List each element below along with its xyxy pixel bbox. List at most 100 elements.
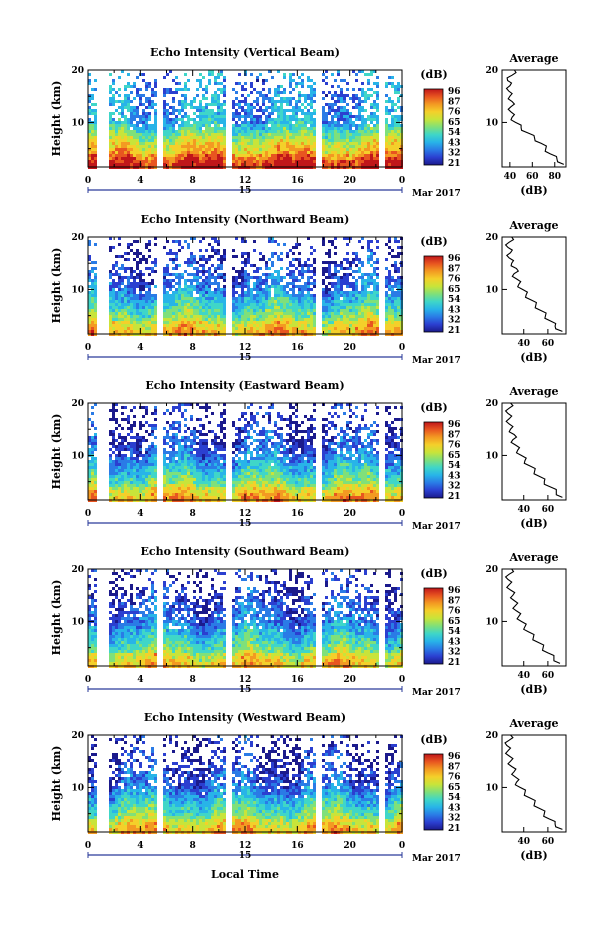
heatmap-cell: [91, 327, 94, 330]
heatmap-cell: [325, 76, 328, 79]
heatmap-cell: [151, 469, 154, 472]
heatmap-cell: [340, 276, 343, 279]
heatmap-cell: [136, 139, 139, 142]
heatmap-cell: [256, 330, 259, 333]
heatmap-cell: [247, 127, 250, 130]
panel-title: Echo Intensity (Eastward Beam): [145, 379, 344, 392]
heatmap-cell: [397, 285, 400, 288]
heatmap-cell: [136, 439, 139, 442]
heatmap-cell: [250, 145, 253, 148]
heatmap-cell: [289, 160, 292, 163]
heatmap-cell: [124, 97, 127, 100]
heatmap-cell: [181, 109, 184, 112]
heatmap-cell: [202, 124, 205, 127]
heatmap-cell: [292, 324, 295, 327]
heatmap-cell: [235, 160, 238, 163]
heatmap-cell: [304, 294, 307, 297]
heatmap-cell: [223, 312, 226, 315]
heatmap-cell: [361, 115, 364, 118]
heatmap-cell: [145, 136, 148, 139]
heatmap-cell: [340, 100, 343, 103]
heatmap-cell: [115, 130, 118, 133]
heatmap-cell: [205, 249, 208, 252]
heatmap-cell: [166, 103, 169, 106]
heatmap-cell: [136, 261, 139, 264]
heatmap-cell: [373, 273, 376, 276]
heatmap-cell: [259, 267, 262, 270]
heatmap-cell: [127, 142, 130, 145]
heatmap-cell: [115, 463, 118, 466]
heatmap-cell: [286, 109, 289, 112]
heatmap-cell: [391, 121, 394, 124]
heatmap-cell: [124, 291, 127, 294]
heatmap-cell: [310, 118, 313, 121]
heatmap-cell: [217, 124, 220, 127]
heatmap-cell: [325, 148, 328, 151]
heatmap-cell: [367, 324, 370, 327]
heatmap-cell: [394, 306, 397, 309]
heatmap-cell: [118, 288, 121, 291]
heatmap-cell: [349, 136, 352, 139]
heatmap-cell: [367, 246, 370, 249]
heatmap-cell: [193, 106, 196, 109]
heatmap-cell: [196, 309, 199, 312]
heatmap-cell: [352, 136, 355, 139]
heatmap-cell: [205, 285, 208, 288]
heatmap-cell: [109, 139, 112, 142]
heatmap-cell: [376, 246, 379, 249]
heatmap-cell: [244, 261, 247, 264]
heatmap-cell: [334, 261, 337, 264]
heatmap-cell: [91, 88, 94, 91]
heatmap-cell: [376, 136, 379, 139]
heatmap-cell: [334, 237, 337, 240]
heatmap-cell: [289, 264, 292, 267]
heatmap-cell: [91, 490, 94, 493]
heatmap-cell: [337, 264, 340, 267]
heatmap-cell: [130, 273, 133, 276]
heatmap-cell: [184, 133, 187, 136]
heatmap-cell: [169, 106, 172, 109]
heatmap-cell: [265, 139, 268, 142]
heatmap-cell: [391, 300, 394, 303]
heatmap-cell: [181, 130, 184, 133]
heatmap-cell: [388, 252, 391, 255]
heatmap-cell: [259, 303, 262, 306]
heatmap-cell: [298, 148, 301, 151]
heatmap-cell: [187, 79, 190, 82]
heatmap-cell: [349, 160, 352, 163]
heatmap-cell: [112, 297, 115, 300]
heatmap-cell: [259, 282, 262, 285]
heatmap-cell: [133, 85, 136, 88]
heatmap-cell: [376, 82, 379, 85]
average-x-axis-label: (dB): [520, 184, 547, 197]
heatmap-cell: [397, 303, 400, 306]
heatmap-cell: [277, 100, 280, 103]
heatmap-cell: [352, 151, 355, 154]
heatmap-cell: [151, 145, 154, 148]
heatmap-cell: [145, 282, 148, 285]
heatmap-cell: [211, 282, 214, 285]
heatmap-cell: [88, 163, 91, 166]
heatmap-cell: [232, 115, 235, 118]
heatmap-cell: [151, 94, 154, 97]
heatmap-cell: [370, 300, 373, 303]
heatmap-cell: [145, 154, 148, 157]
heatmap-cell: [136, 312, 139, 315]
heatmap-cell: [289, 157, 292, 160]
heatmap-cell: [124, 312, 127, 315]
heatmap-cell: [139, 154, 142, 157]
heatmap-cell: [241, 288, 244, 291]
heatmap-cell: [118, 484, 121, 487]
heatmap-cell: [133, 445, 136, 448]
heatmap-cell: [325, 160, 328, 163]
heatmap-cell: [235, 270, 238, 273]
heatmap-cell: [397, 315, 400, 318]
heatmap-cell: [322, 321, 325, 324]
heatmap-cell: [352, 157, 355, 160]
panel-title: Echo Intensity (Vertical Beam): [150, 46, 340, 59]
heatmap-cell: [94, 115, 97, 118]
heatmap-cell: [163, 282, 166, 285]
heatmap-cell: [91, 445, 94, 448]
heatmap-cell: [163, 279, 166, 282]
heatmap-cell: [91, 303, 94, 306]
